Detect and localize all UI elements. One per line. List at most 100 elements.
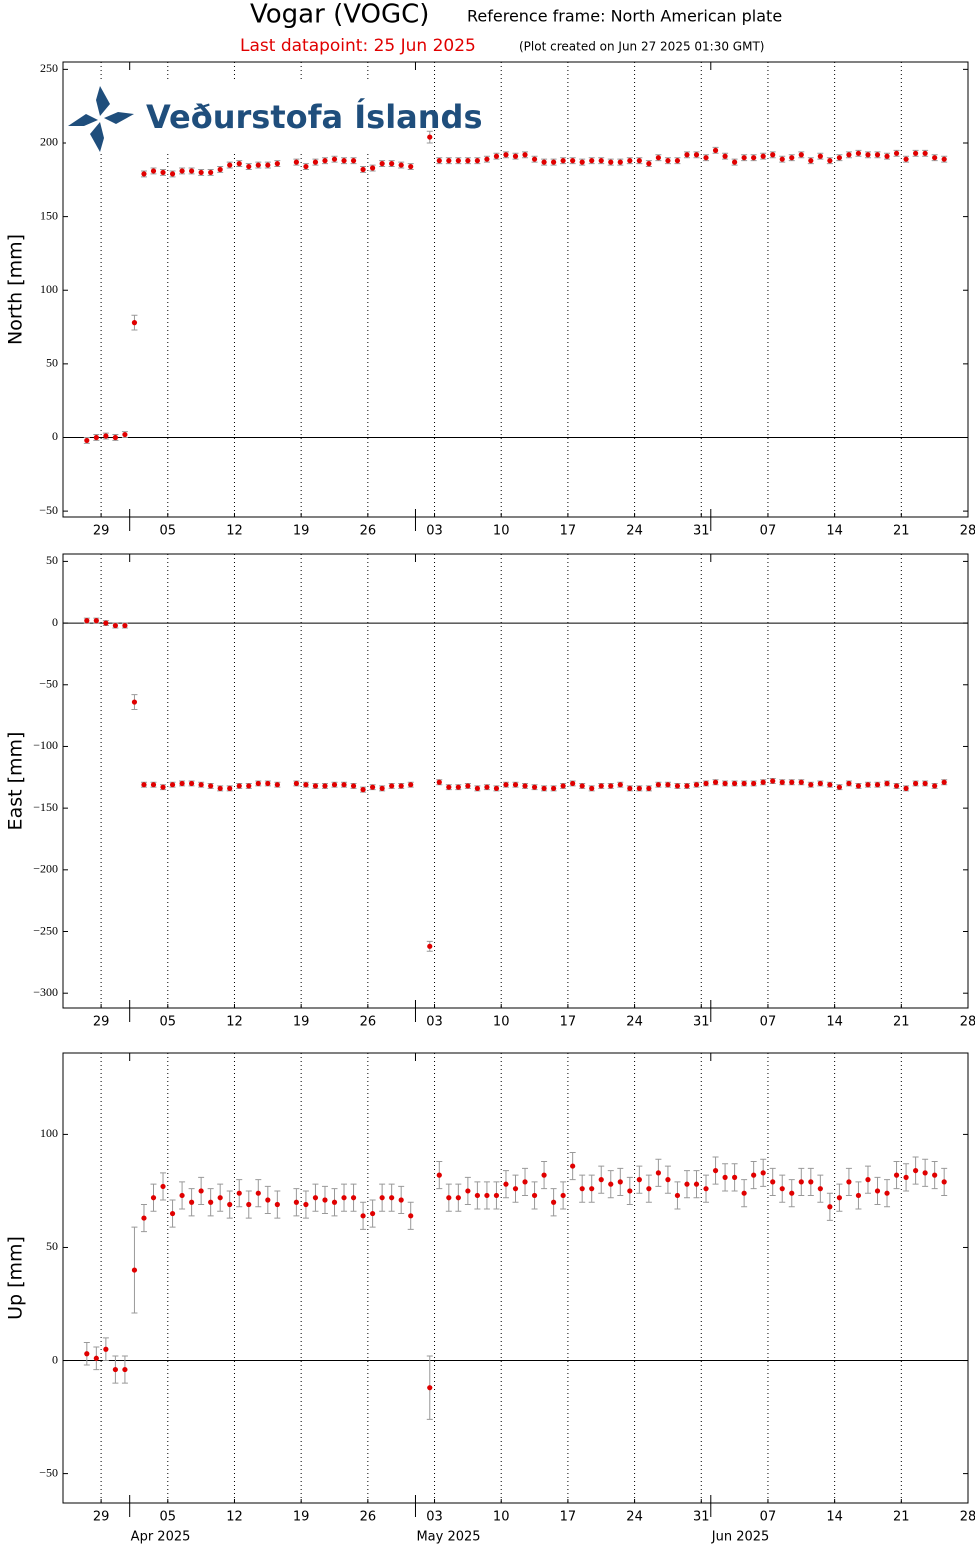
data-point (751, 780, 757, 787)
data-point (293, 780, 299, 787)
data-point (150, 1195, 157, 1201)
data-point (131, 699, 138, 705)
data-point (255, 1190, 261, 1196)
data-point (312, 783, 319, 789)
data-point (274, 782, 280, 788)
x-tick-label: 21 (893, 1510, 910, 1525)
data-point (303, 1201, 309, 1208)
data-point (684, 1181, 690, 1187)
data-point (627, 158, 633, 164)
y-tick-label: −50 (39, 503, 58, 517)
data-point (865, 782, 871, 788)
data-point (913, 1167, 919, 1174)
x-tick-label: 24 (626, 524, 643, 539)
data-point (350, 783, 357, 789)
data-point (570, 780, 576, 787)
data-point (627, 1188, 633, 1194)
data-point (217, 166, 223, 173)
data-point (874, 152, 881, 158)
data-point (617, 782, 623, 788)
x-tick-label: 29 (93, 1510, 110, 1525)
data-point (169, 171, 176, 177)
data-point (131, 1267, 138, 1273)
data-point (379, 785, 385, 792)
data-point (112, 434, 118, 441)
title: Vogar (VOGC) (250, 0, 429, 30)
y-tick-label: −250 (33, 923, 58, 937)
data-point (693, 1181, 700, 1187)
data-point (208, 783, 214, 789)
data-point (84, 1351, 90, 1357)
data-point (655, 155, 661, 161)
data-point (693, 782, 700, 788)
data-point (589, 785, 595, 792)
data-point (636, 1177, 642, 1183)
data-point (331, 782, 338, 788)
logo-text: Veðurstofa Íslands (146, 98, 483, 136)
data-point (865, 1177, 871, 1183)
x-tick-label: 12 (226, 1015, 243, 1030)
data-point (493, 785, 500, 792)
data-point (265, 780, 271, 787)
x-tick-label: 17 (560, 524, 577, 539)
data-point (189, 780, 195, 787)
y-tick-label: 50 (46, 356, 58, 370)
x-tick-label: 31 (693, 1510, 710, 1525)
data-point (646, 1186, 652, 1192)
data-point (303, 163, 309, 170)
data-point (570, 158, 576, 164)
data-point (941, 1179, 947, 1185)
data-point (246, 783, 252, 789)
data-point (932, 783, 938, 789)
data-point (93, 618, 99, 624)
data-point (455, 1195, 461, 1201)
data-point (389, 783, 395, 789)
data-point (179, 1192, 185, 1199)
data-point (589, 158, 595, 164)
data-point (579, 1186, 585, 1192)
data-point (93, 1355, 99, 1361)
data-point (636, 785, 642, 792)
data-point (751, 155, 757, 161)
data-point (646, 161, 652, 167)
y-tick-label: 0 (52, 1352, 58, 1366)
data-point (903, 785, 909, 792)
data-point (141, 782, 147, 788)
data-point (836, 784, 842, 790)
data-point (103, 433, 109, 439)
data-point (398, 162, 404, 168)
data-point (522, 1179, 528, 1185)
data-point (598, 783, 604, 789)
data-point (160, 169, 166, 176)
data-point (598, 158, 604, 164)
data-point (274, 1201, 280, 1208)
data-point (169, 782, 176, 788)
data-point (179, 780, 185, 787)
data-point (531, 156, 538, 162)
data-point (512, 153, 519, 159)
data-point (436, 779, 442, 785)
data-point (627, 785, 633, 792)
data-point (722, 1174, 728, 1180)
data-point (455, 784, 461, 790)
data-point (893, 1172, 900, 1178)
x-tick-label: 14 (826, 1015, 843, 1030)
data-point (932, 1172, 938, 1178)
data-point (169, 1210, 176, 1217)
data-point (436, 1172, 442, 1178)
data-point (932, 155, 938, 161)
data-point (827, 158, 833, 164)
data-point (493, 1192, 500, 1199)
x-tick-label: 05 (160, 1510, 177, 1525)
data-point (817, 1186, 823, 1192)
data-point (408, 163, 414, 170)
axes-frame (62, 553, 969, 1009)
data-point (789, 779, 795, 785)
data-point (789, 1190, 795, 1196)
data-point (808, 158, 814, 164)
data-point (370, 1210, 376, 1217)
x-tick-label: 31 (693, 524, 710, 539)
data-point (103, 1346, 109, 1352)
x-tick-label: 28 (960, 1015, 975, 1030)
data-point (551, 785, 557, 792)
